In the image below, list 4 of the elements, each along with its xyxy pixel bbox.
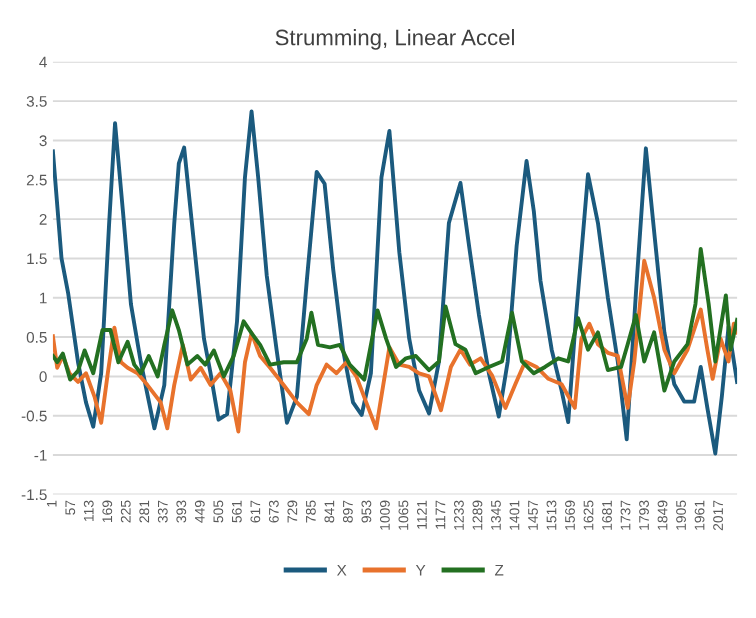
line-series <box>52 247 738 393</box>
chart-title: Strumming, Linear Accel <box>275 29 514 50</box>
line-series <box>52 109 738 456</box>
line-series <box>52 258 738 434</box>
